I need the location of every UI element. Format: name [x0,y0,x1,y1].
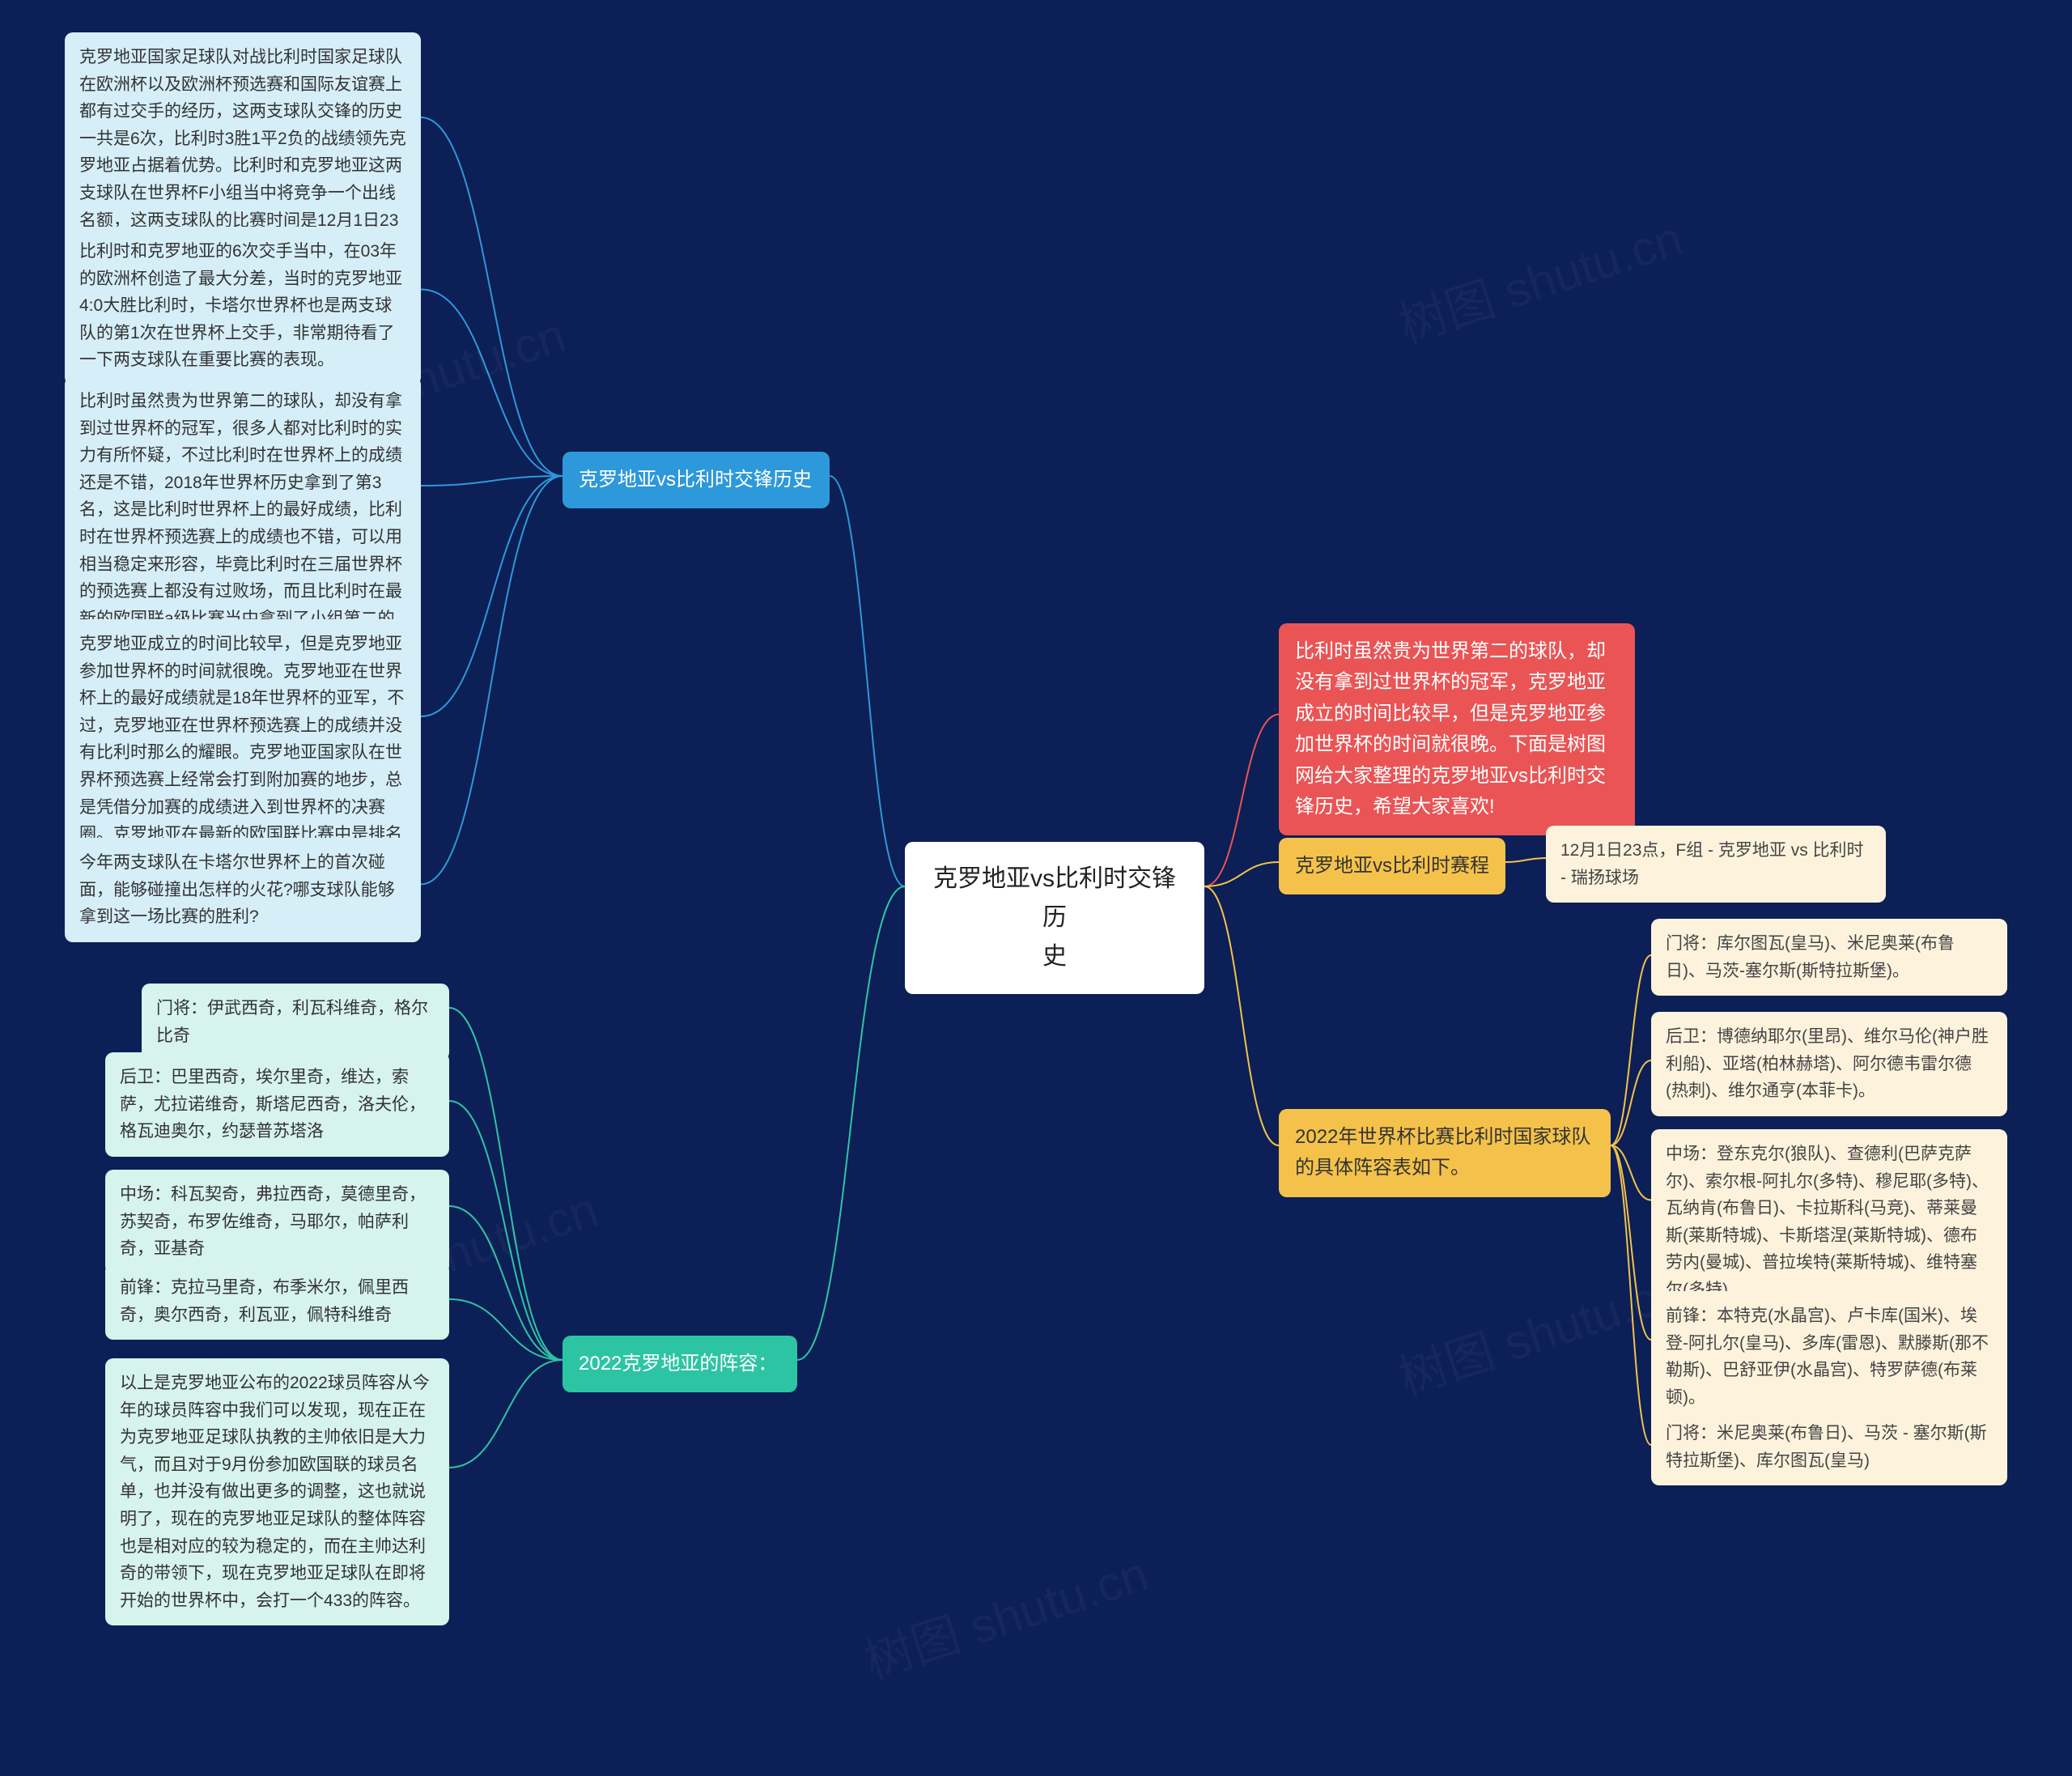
root-node[interactable]: 克罗地亚vs比利时交锋历 史 [905,842,1204,994]
right-branch-intro[interactable]: 比利时虽然贵为世界第二的球队，却没有拿到过世界杯的冠军，克罗地亚成立的时间比较早… [1279,623,1635,835]
leaf-croatia-3[interactable]: 前锋：克拉马里奇，布季米尔，佩里西奇，奥尔西奇，利瓦亚，佩特科维奇 [105,1263,449,1340]
right-branch-schedule[interactable]: 克罗地亚vs比利时赛程 [1279,838,1505,894]
leaf-belgium-4[interactable]: 门将：米尼奥莱(布鲁日)、马茨 - 塞尔斯(斯特拉斯堡)、库尔图瓦(皇马) [1651,1408,2007,1485]
leaf-belgium-3[interactable]: 前锋：本特克(水晶宫)、卢卡库(国米)、埃登-阿扎尔(皇马)、多库(雷恩)、默滕… [1651,1291,2007,1422]
leaf-belgium-0[interactable]: 门将：库尔图瓦(皇马)、米尼奥莱(布鲁日)、马茨-塞尔斯(斯特拉斯堡)。 [1651,919,2007,996]
leaf-history-4[interactable]: 今年两支球队在卡塔尔世界杯上的首次碰面，能够碰撞出怎样的火花?哪支球队能够拿到这… [65,838,421,942]
watermark: 树图 shutu.cn [854,1535,1156,1693]
leaf-belgium-2[interactable]: 中场：登东克尔(狼队)、查德利(巴萨克萨尔)、索尔根-阿扎尔(多特)、穆尼耶(多… [1651,1129,2007,1315]
leaf-belgium-1[interactable]: 后卫：博德纳耶尔(里昂)、维尔马伦(神户胜利船)、亚塔(柏林赫塔)、阿尔德韦雷尔… [1651,1012,2007,1116]
left-branch-croatia[interactable]: 2022克罗地亚的阵容： [563,1336,797,1392]
leaf-croatia-1[interactable]: 后卫：巴里西奇，埃尔里奇，维达，索萨，尤拉诺维奇，斯塔尼西奇，洛夫伦，格瓦迪奥尔… [105,1052,449,1157]
right-branch-belgium[interactable]: 2022年世界杯比赛比利时国家球队的具体阵容表如下。 [1279,1109,1611,1197]
watermark: 树图 shutu.cn [1388,199,1690,357]
leaf-croatia-0[interactable]: 门将：伊武西奇，利瓦科维奇，格尔比奇 [142,984,449,1060]
leaf-croatia-2[interactable]: 中场：科瓦契奇，弗拉西奇，莫德里奇，苏契奇，布罗佐维奇，马耶尔，帕萨利奇，亚基奇 [105,1170,449,1274]
leaf-croatia-4[interactable]: 以上是克罗地亚公布的2022球员阵容从今年的球员阵容中我们可以发现，现在正在为克… [105,1358,449,1625]
left-branch-history[interactable]: 克罗地亚vs比利时交锋历史 [563,452,830,508]
leaf-schedule-0[interactable]: 12月1日23点，F组 - 克罗地亚 vs 比利时 - 瑞扬球场 [1546,826,1886,903]
leaf-history-1[interactable]: 比利时和克罗地亚的6次交手当中，在03年的欧洲杯创造了最大分差，当时的克罗地亚4… [65,227,421,385]
watermark: 树图 shutu.cn [1388,1251,1690,1409]
